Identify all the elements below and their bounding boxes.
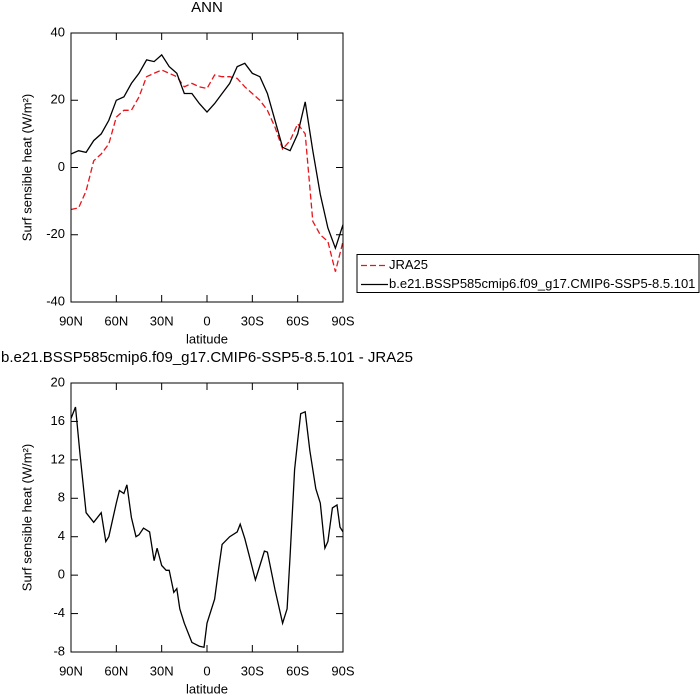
x-tick-label: 60S — [286, 663, 309, 678]
y-tick-label: 4 — [58, 528, 65, 543]
y-tick-label: 40 — [51, 24, 65, 39]
x-tick-label: 0 — [203, 663, 210, 678]
x-tick-label: 60N — [104, 313, 128, 328]
y-tick-label: 20 — [51, 92, 65, 107]
plot-frame — [70, 382, 344, 653]
x-tick-label: 30N — [150, 663, 174, 678]
x-tick-label: 90S — [331, 663, 354, 678]
y-tick-label: 12 — [51, 451, 65, 466]
y-tick-label: 16 — [51, 413, 65, 428]
legend-label: b.e21.BSSP585cmip6.f09_g17.CMIP6-SSP5-8.… — [389, 276, 695, 291]
y-tick-label: 0 — [58, 567, 65, 582]
x-tick-label: 30S — [241, 663, 264, 678]
y-tick-label: -40 — [46, 293, 65, 308]
x-tick-label: 60S — [286, 313, 309, 328]
y-axis-label: Surf sensible heat (W/m²) — [19, 94, 34, 241]
x-tick-label: 90S — [331, 313, 354, 328]
legend-box — [356, 254, 700, 293]
x-axis-label: latitude — [186, 681, 228, 696]
x-tick-label: 90N — [59, 313, 83, 328]
x-tick-label: 60N — [104, 663, 128, 678]
x-tick-label: 30N — [150, 313, 174, 328]
x-tick-label: 30S — [241, 313, 264, 328]
data-line — [70, 406, 344, 648]
x-axis-label: latitude — [186, 331, 228, 346]
y-tick-label: -4 — [53, 605, 65, 620]
y-tick-label: 20 — [51, 374, 65, 389]
chart-title: ANN — [191, 0, 223, 16]
y-tick-label: -8 — [53, 643, 65, 658]
y-tick-label: 8 — [58, 490, 65, 505]
x-tick-label: 0 — [203, 313, 210, 328]
plot-frame — [70, 32, 344, 303]
y-tick-label: 0 — [58, 159, 65, 174]
chart-title: b.e21.BSSP585cmip6.f09_g17.CMIP6-SSP5-8.… — [1, 349, 413, 366]
y-tick-label: -20 — [46, 226, 65, 241]
x-tick-label: 90N — [59, 663, 83, 678]
data-line — [70, 53, 344, 251]
legend-label: JRA25 — [389, 257, 428, 272]
y-axis-label: Surf sensible heat (W/m²) — [19, 444, 34, 591]
data-line — [70, 69, 344, 272]
